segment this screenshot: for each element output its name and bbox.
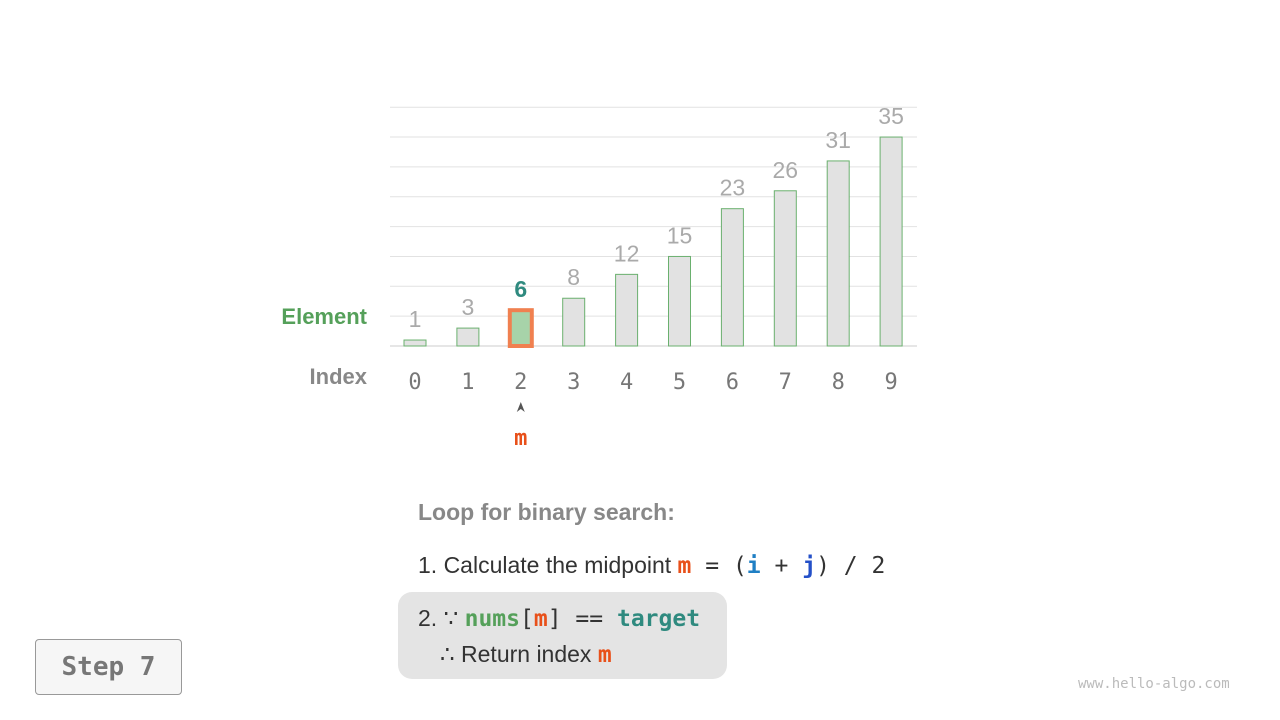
bar: [456, 327, 480, 347]
bar-value-label: 31: [825, 127, 851, 153]
step2-nums: nums: [464, 606, 520, 632]
index-label: 1: [461, 370, 474, 395]
bar: [720, 208, 744, 347]
bar: [403, 339, 427, 347]
bar: [879, 136, 903, 347]
index-label: 5: [673, 370, 686, 395]
index-label: 7: [779, 370, 792, 395]
bar-value-label: 6: [514, 276, 527, 302]
step2-target: target: [616, 606, 701, 632]
step2-m: m: [533, 606, 548, 632]
step1-j: j: [802, 553, 817, 579]
step1-i: i: [746, 553, 761, 579]
loop-heading: Loop for binary search:: [418, 499, 675, 525]
step2-eq: ==: [561, 606, 617, 632]
bar-value-label: 23: [720, 175, 746, 201]
index-label: 0: [408, 370, 421, 395]
bar-value-label: 26: [773, 157, 799, 183]
index-label: 6: [726, 370, 739, 395]
pointer-m-label: m: [514, 426, 527, 451]
bar-value-label: 8: [567, 264, 580, 290]
bar: [615, 273, 639, 347]
step1-eq: = (: [691, 553, 747, 579]
index-label: 9: [884, 370, 897, 395]
step1-m: m: [677, 553, 692, 579]
index-label: 2: [514, 370, 527, 395]
step-1-line: 1. Calculate the midpoint m = (i + j) / …: [418, 552, 885, 579]
step1-end: ) / 2: [816, 553, 886, 579]
bar-value-label: 3: [462, 294, 475, 320]
index-row-label: Index: [309, 364, 367, 389]
step-indicator: Step 7: [35, 639, 182, 695]
current-step-highlight: [398, 592, 727, 679]
element-row-label: Element: [281, 304, 367, 329]
step-3-line: ∴ Return index m: [440, 641, 612, 668]
step3-m: m: [597, 642, 612, 668]
pointer-arrow-icon: [516, 402, 525, 412]
step3-text: ∴ Return index: [440, 641, 598, 667]
bar: [507, 308, 534, 348]
bar: [562, 297, 586, 347]
bar-value-label: 35: [878, 103, 904, 129]
bar: [668, 255, 691, 347]
watermark: www.hello-algo.com: [1078, 676, 1230, 692]
step1-plus: +: [760, 553, 803, 579]
step2-rb: ]: [547, 606, 562, 632]
step2-lb: [: [520, 606, 534, 632]
step-2-line: 2. ∵ nums[m] == target: [418, 605, 700, 632]
index-label: 3: [567, 370, 580, 395]
bar-value-label: 12: [614, 240, 640, 266]
index-label: 8: [832, 370, 845, 395]
index-label: 4: [620, 370, 633, 395]
step2-text: 2. ∵: [418, 605, 465, 631]
bar-value-label: 15: [667, 222, 693, 248]
bar-value-label: 1: [409, 306, 422, 332]
bar: [773, 190, 797, 347]
bar: [826, 160, 850, 347]
step1-text: 1. Calculate the midpoint: [418, 552, 678, 578]
